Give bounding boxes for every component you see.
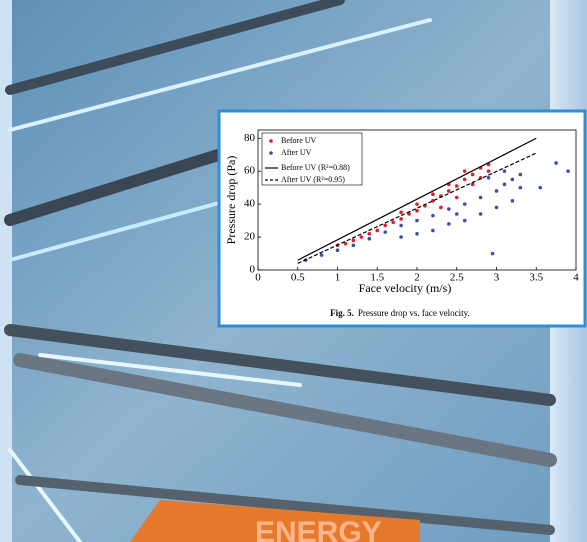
scatter-point <box>518 185 523 190</box>
scatter-point <box>391 220 395 225</box>
scatter-point <box>399 210 403 215</box>
y-tick-label: 60 <box>244 165 256 177</box>
scatter-point <box>502 169 507 173</box>
scatter-point <box>494 205 499 210</box>
scatter-point <box>486 175 491 180</box>
scatter-point <box>447 189 451 193</box>
scatter-point <box>415 218 419 223</box>
scatter-point <box>319 253 324 257</box>
scatter-point <box>494 189 499 193</box>
scatter-point <box>351 238 356 243</box>
scatter-point <box>462 177 467 182</box>
x-tick-label: 0.5 <box>291 272 305 284</box>
x-tick-label: 1.5 <box>370 272 384 284</box>
x-tick-label: 0 <box>255 272 261 284</box>
scatter-point <box>447 207 451 211</box>
book-cover <box>130 500 420 542</box>
x-tick-label: 4 <box>573 272 579 284</box>
scatter-point <box>510 177 515 182</box>
scatter-point <box>478 212 483 216</box>
scatter-point <box>367 231 372 236</box>
scatter-point <box>431 192 435 197</box>
scatter-point <box>454 184 459 188</box>
y-tick-label: 20 <box>244 231 256 243</box>
scatter-point <box>431 228 435 233</box>
scatter-point <box>554 161 558 165</box>
scatter-point <box>490 251 495 256</box>
scatter-point <box>447 222 451 226</box>
legend-label: Before UV <box>281 136 317 145</box>
scatter-point <box>470 172 475 177</box>
x-tick-label: 3.5 <box>529 272 543 284</box>
caption: Fig. 5. Pressure drop vs. face velocity. <box>330 308 470 318</box>
x-tick-label: 1 <box>335 272 341 284</box>
legend-label: After UV <box>281 148 312 157</box>
legend-marker <box>269 151 273 155</box>
scatter-point <box>407 212 411 216</box>
x-axis-label: Face velocity (m/s) <box>359 281 452 295</box>
scatter-point <box>486 169 491 173</box>
y-tick-label: 80 <box>244 132 256 144</box>
rails <box>4 0 557 542</box>
scatter-point <box>415 208 419 213</box>
scatter-point <box>510 199 515 203</box>
fit-line <box>297 137 537 261</box>
scatter-point <box>415 202 419 206</box>
scatter-point <box>454 195 459 200</box>
scatter-point <box>470 182 475 187</box>
legend-label: After UV (R²=0.95) <box>281 175 345 184</box>
scatter-point <box>462 218 467 223</box>
scatter-point <box>335 248 340 253</box>
scatter-point <box>399 223 403 228</box>
scatter-point <box>566 169 570 173</box>
scatter-point <box>462 202 467 206</box>
scatter-point <box>383 230 388 234</box>
scatter-point <box>383 223 388 228</box>
fit-line <box>297 152 537 264</box>
y-tick-label: 0 <box>250 264 256 276</box>
y-tick-label: 40 <box>244 198 256 210</box>
scatter-point <box>367 236 372 241</box>
legend-marker <box>269 139 273 143</box>
legend-box <box>261 132 363 186</box>
scatter-point <box>502 182 507 187</box>
x-tick-label: 2 <box>414 272 420 284</box>
scatter-point <box>454 212 459 216</box>
side-strip <box>0 0 12 542</box>
x-tick-label: 3 <box>494 272 500 284</box>
scatter-point <box>415 231 419 236</box>
scatter-point <box>351 243 356 248</box>
scatter-point <box>538 185 543 190</box>
scatter-point <box>462 169 467 173</box>
caption-label: Fig. 5. <box>330 308 354 318</box>
y-axis-label: Pressure drop (Pa) <box>224 156 238 245</box>
scatter-point <box>431 213 435 218</box>
scatter-point <box>439 205 443 210</box>
scatter-point <box>359 235 364 239</box>
scatter-point <box>518 172 523 177</box>
x-tick-label: 2.5 <box>450 272 464 284</box>
caption-text: Pressure drop vs. face velocity. <box>358 308 470 318</box>
scatter-point <box>478 195 483 200</box>
scatter-point <box>375 228 380 233</box>
scatter-point <box>343 241 348 246</box>
legend-label: Before UV (R²=0.88) <box>281 163 350 172</box>
book-title: ENERGY <box>255 516 382 542</box>
scatter-point <box>399 217 403 221</box>
scatter-point <box>399 235 403 239</box>
